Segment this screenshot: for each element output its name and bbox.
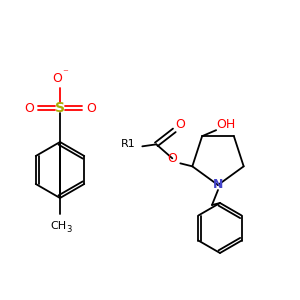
- Text: O: O: [86, 101, 96, 115]
- Text: S: S: [55, 101, 65, 115]
- Text: O: O: [176, 118, 185, 131]
- Text: OH: OH: [217, 118, 236, 131]
- Text: N: N: [213, 178, 223, 191]
- Text: O: O: [167, 152, 177, 165]
- Text: R1: R1: [121, 139, 136, 149]
- Text: 3: 3: [66, 226, 72, 235]
- Text: O: O: [52, 71, 62, 85]
- Text: O: O: [24, 101, 34, 115]
- Text: CH: CH: [50, 221, 66, 231]
- Text: ⁻: ⁻: [62, 68, 68, 78]
